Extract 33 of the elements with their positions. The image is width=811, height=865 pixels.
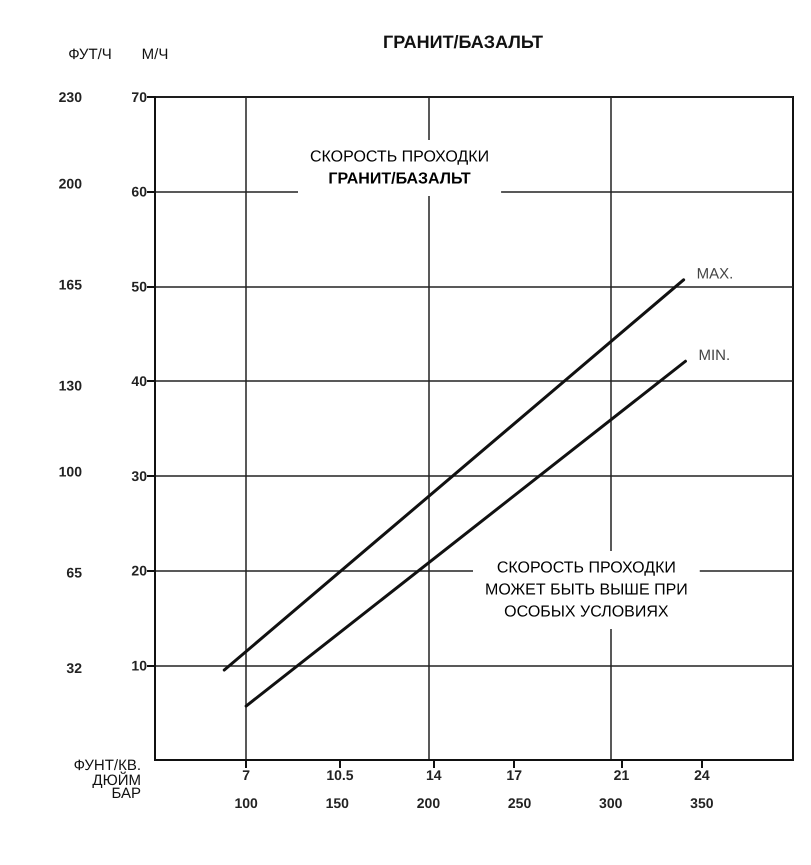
y2-tick-label: 230 [58, 89, 82, 105]
y-tick-label: 10 [131, 657, 148, 674]
x-tick-label: 150 [326, 795, 350, 811]
x2-tick-label: 7 [242, 767, 250, 783]
y2-tick-label: 165 [58, 276, 82, 292]
series-label: MIN. [698, 346, 730, 364]
y-tick-label: 20 [131, 562, 148, 579]
y2-tick-label: 130 [58, 377, 82, 394]
series-label: MAX. [696, 265, 734, 282]
y-tick-label: 70 [131, 89, 148, 105]
x2-tick-label: 17 [506, 767, 522, 783]
y-axis-title: М/Ч [142, 46, 168, 63]
x-tick-label: 300 [599, 795, 623, 811]
x2-tick-label: 21 [614, 767, 630, 783]
x-tick-label: 350 [690, 795, 714, 811]
x2-tick-label: 10.5 [326, 767, 354, 783]
chart-title: ГРАНИТ/БАЗАЛЬТ [383, 32, 544, 52]
x-tick-label: 100 [234, 795, 258, 811]
y2-tick-label: 200 [58, 175, 82, 192]
y2-axis-title: ФУТ/Ч [68, 46, 112, 63]
y2-tick-label: 65 [66, 564, 82, 581]
x-tick-label: 200 [416, 795, 440, 811]
y2-tick-label: 32 [66, 660, 82, 676]
annotation: СКОРОСТЬ ПРОХОДКИ ГРАНИТ/БАЗАЛЬТ [310, 148, 490, 188]
annotation: СКОРОСТЬ ПРОХОДКИ МОЖЕТ БЫТЬ ВЫШЕ ПРИ ОСОБЫХ УСЛОВИЯХ [484, 560, 688, 620]
y-tick-label: 60 [131, 184, 148, 200]
x2-tick-label: 14 [426, 767, 442, 783]
y2-tick-label: 100 [58, 464, 82, 480]
y-tick-label: 40 [131, 373, 148, 390]
y-tick-label: 50 [131, 278, 148, 294]
y-tick-label: 30 [131, 468, 148, 484]
x2-tick-label: 24 [694, 767, 710, 783]
x-tick-label: 250 [508, 795, 532, 811]
